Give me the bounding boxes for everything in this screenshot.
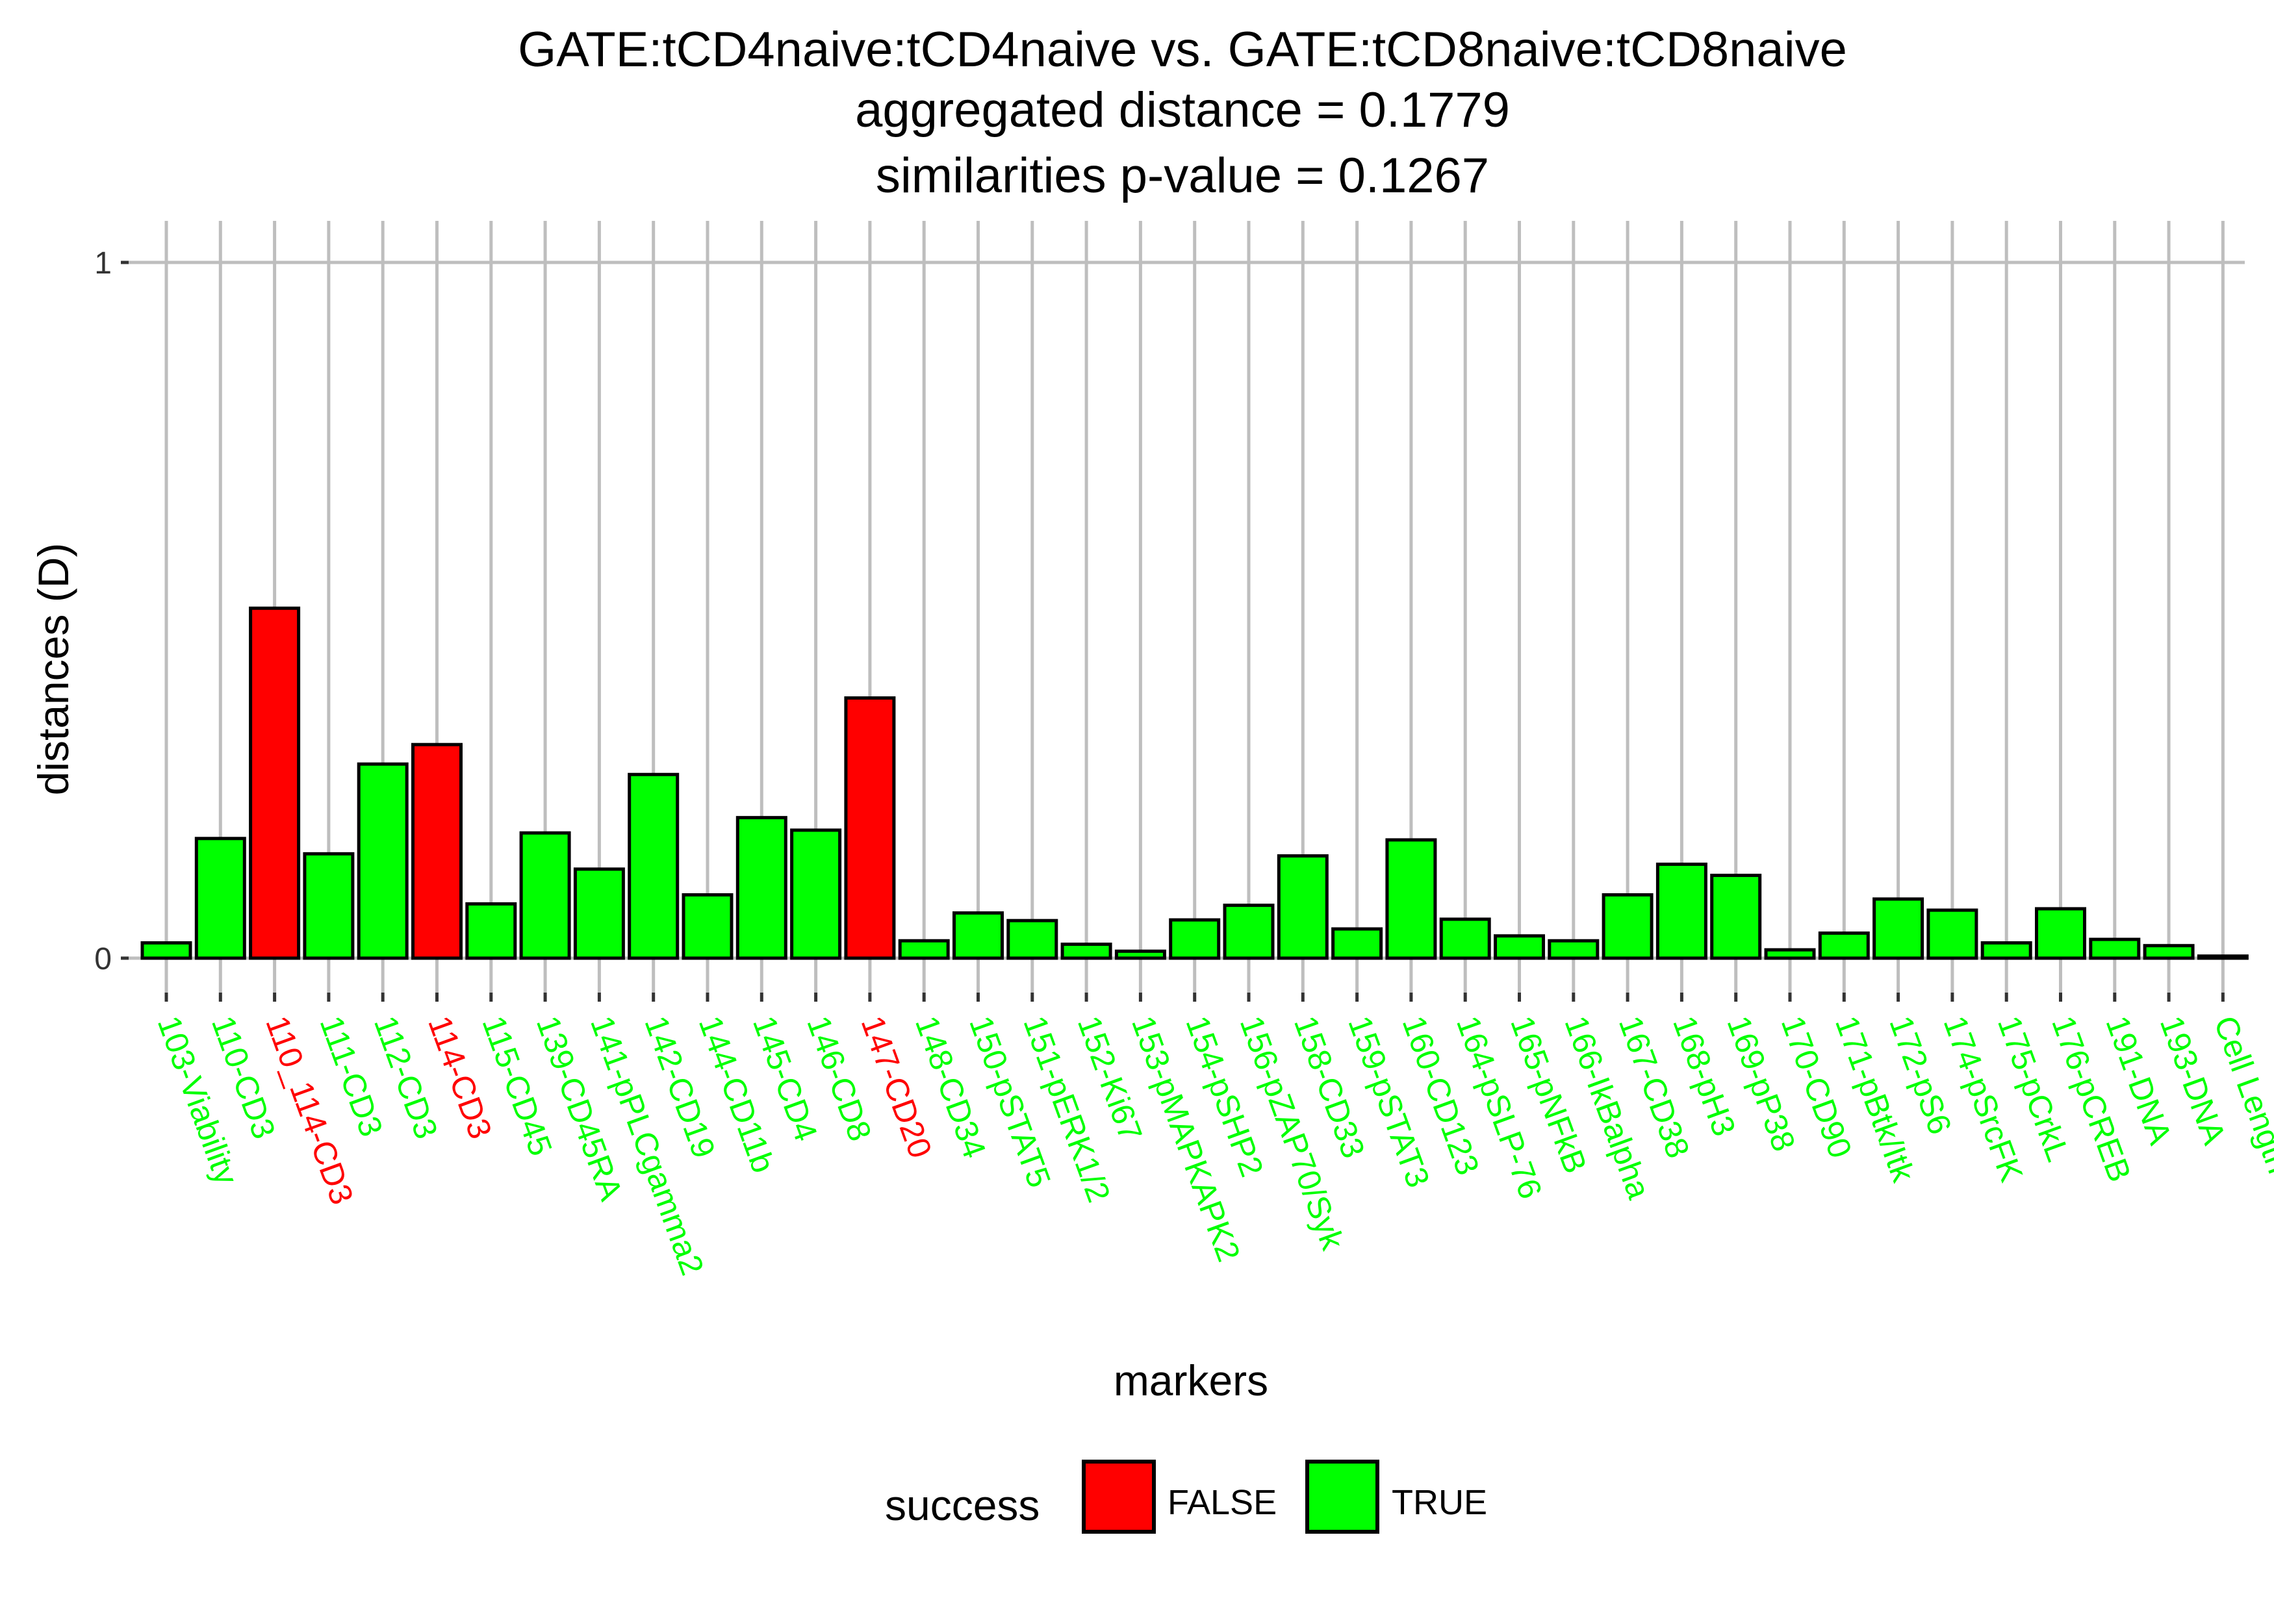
bar-154-pshp2 — [1169, 918, 1221, 960]
bar-170-cd90 — [1764, 948, 1816, 960]
bar-148-cd34 — [898, 939, 950, 960]
bar-166-ikbalpha — [1548, 939, 1600, 960]
y-axis-title: distances (D) — [29, 543, 77, 796]
bar-171-pbtk-itk — [1818, 931, 1870, 960]
title-line-2: aggregated distance = 0.1779 — [855, 82, 1510, 138]
y-axis: 01 — [94, 246, 129, 976]
legend-key-true — [1305, 1460, 1379, 1534]
bar-164-pslp-76 — [1439, 917, 1491, 960]
x-axis: 103-Viability110-CD3110_114-CD3111-CD311… — [151, 993, 2274, 1280]
title-line-3: similarities p-value = 0.1267 — [876, 148, 1489, 203]
bar-110-114-cd3 — [249, 606, 301, 960]
bar-114-cd3 — [411, 742, 463, 960]
bar-174-psrcfk — [1926, 908, 1978, 960]
bar-169-pp38 — [1710, 874, 1762, 960]
bar-112-cd3 — [357, 762, 409, 960]
bar-168-ph3 — [1655, 862, 1707, 960]
bar-111-cd3 — [303, 852, 355, 960]
bar-160-cd123 — [1385, 838, 1437, 960]
bar-151-perk1-2 — [1006, 919, 1058, 960]
bar-142-cd19 — [628, 772, 680, 960]
bar-147-cd20 — [844, 696, 896, 960]
legend-label-false: FALSE — [1168, 1483, 1277, 1522]
legend-title: success — [885, 1481, 1040, 1529]
bar-153-pmapkapk2 — [1114, 949, 1166, 960]
bar-165-pnfkb — [1494, 934, 1545, 960]
bar-176-pcreb — [2035, 907, 2086, 960]
bar-158-cd33 — [1277, 854, 1329, 960]
bar-175-pcrkl — [1980, 941, 2032, 960]
bar-cell-length — [2197, 954, 2249, 960]
bar-191-dna — [2089, 937, 2141, 960]
bar-141-pplcgamma2 — [573, 867, 625, 960]
bar-103-viability — [140, 941, 192, 960]
bar-167-cd38 — [1602, 893, 1654, 960]
bar-150-pstat5 — [952, 911, 1004, 960]
bar-172-ps6 — [1872, 897, 1924, 960]
bar-156-pzap70-syk — [1223, 904, 1275, 960]
bar-145-cd4 — [735, 816, 787, 960]
legend-key-false — [1082, 1460, 1156, 1534]
bar-152-ki67 — [1060, 943, 1112, 960]
bar-159-pstat3 — [1331, 927, 1383, 960]
bar-193-dna — [2143, 944, 2195, 960]
x-axis-title: markers — [1114, 1356, 1268, 1404]
y-tick-label: 0 — [94, 942, 112, 976]
bar-144-cd11b — [682, 893, 734, 960]
legend: success FALSE TRUE — [885, 1460, 1487, 1534]
title-line-1: GATE:tCD4naive:tCD4naive vs. GATE:tCD8na… — [518, 22, 1847, 77]
bar-139-cd45ra — [519, 831, 571, 960]
bar-110-cd3 — [194, 837, 246, 960]
chart-title: GATE:tCD4naive:tCD4naive vs. GATE:tCD8na… — [518, 22, 1847, 203]
bar-115-cd45 — [465, 902, 517, 960]
legend-label-true: TRUE — [1392, 1483, 1487, 1522]
y-tick-label: 1 — [94, 246, 112, 281]
bar-146-cd8 — [790, 828, 842, 960]
bars — [140, 606, 2249, 960]
